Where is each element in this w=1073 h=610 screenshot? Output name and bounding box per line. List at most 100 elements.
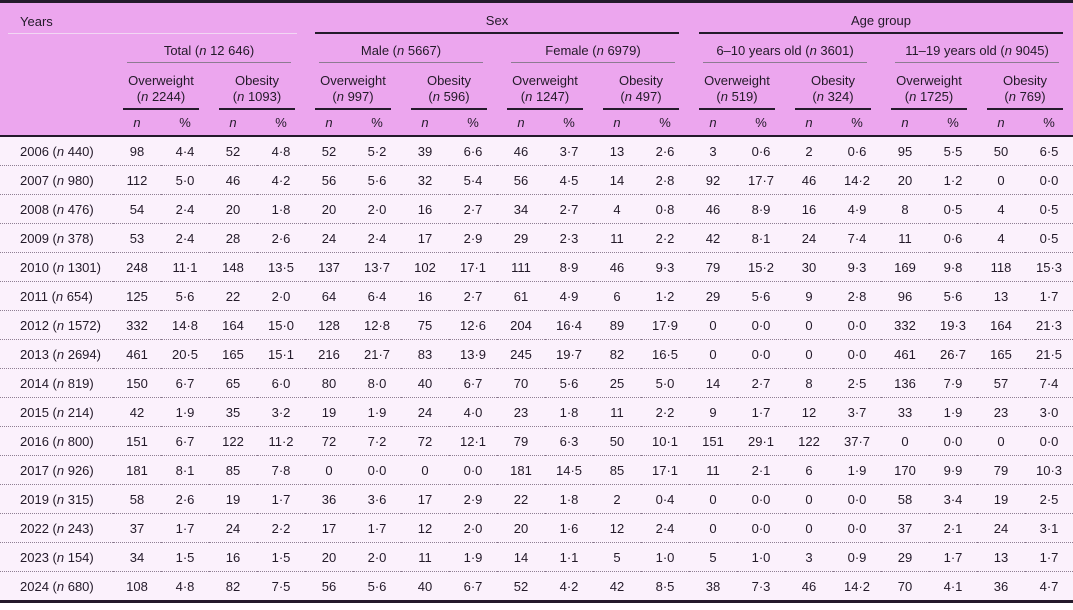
value-cell: 58 bbox=[113, 484, 161, 514]
year-cell: 2012 (n 1572) bbox=[0, 310, 113, 340]
value-cell: 10·3 bbox=[1025, 455, 1073, 485]
value-cell: 122 bbox=[785, 426, 833, 456]
value-cell: 170 bbox=[881, 455, 929, 485]
value-cell: 2·5 bbox=[833, 368, 881, 398]
header-obesity-2: Obesity (n 497) bbox=[593, 63, 689, 110]
value-cell: 461 bbox=[113, 339, 161, 369]
value-cell: 4 bbox=[593, 194, 641, 224]
value-cell: 40 bbox=[401, 571, 449, 602]
table-row: 2019 (n 315) 58 2·6 19 1·7 36 3·6 17 2·9 22 1·8 2 0·… bbox=[0, 484, 1073, 514]
value-cell: 2·6 bbox=[257, 223, 305, 253]
value-cell: 9·3 bbox=[641, 252, 689, 282]
value-cell: 16·5 bbox=[641, 339, 689, 369]
value-cell: 2·0 bbox=[353, 194, 401, 224]
value-cell: 6·7 bbox=[161, 368, 209, 398]
value-cell: 26·7 bbox=[929, 339, 977, 369]
value-cell: 7·9 bbox=[929, 368, 977, 398]
value-cell: 8·5 bbox=[641, 571, 689, 602]
value-cell: 1·8 bbox=[545, 484, 593, 514]
n-symbol: n bbox=[229, 114, 237, 130]
value-cell: 7·2 bbox=[353, 426, 401, 456]
value-cell: 17 bbox=[401, 223, 449, 253]
n-symbol: n bbox=[56, 346, 65, 362]
value-cell: 12 bbox=[785, 397, 833, 427]
header-rule bbox=[315, 32, 679, 34]
value-cell: 8·1 bbox=[737, 223, 785, 253]
col-header-percent: % bbox=[449, 110, 497, 137]
value-cell: 64 bbox=[305, 281, 353, 311]
value-cell: 50 bbox=[977, 136, 1025, 166]
value-cell: 2·2 bbox=[641, 223, 689, 253]
value-cell: 4·2 bbox=[545, 571, 593, 602]
value-cell: 164 bbox=[977, 310, 1025, 340]
value-cell: 70 bbox=[497, 368, 545, 398]
value-cell: 111 bbox=[497, 252, 545, 282]
value-cell: 6·3 bbox=[545, 426, 593, 456]
value-cell: 21·5 bbox=[1025, 339, 1073, 369]
value-cell: 13·5 bbox=[257, 252, 305, 282]
header-group-sex: Sex bbox=[305, 1, 689, 34]
value-cell: 2·3 bbox=[545, 223, 593, 253]
n-symbol: n bbox=[336, 88, 344, 104]
col-header-n: n bbox=[305, 110, 353, 137]
table-row: 2022 (n 243) 37 1·7 24 2·2 17 1·7 12 2·0 20 1·6 12 2… bbox=[0, 513, 1073, 543]
value-cell: 75 bbox=[401, 310, 449, 340]
category-label: Overweight bbox=[320, 73, 386, 89]
n-symbol: n bbox=[56, 259, 65, 275]
value-cell: 7·3 bbox=[737, 571, 785, 602]
value-cell: 46 bbox=[785, 571, 833, 602]
header-rule bbox=[315, 108, 391, 110]
value-cell: 4·1 bbox=[929, 571, 977, 602]
value-cell: 6·5 bbox=[1025, 136, 1073, 166]
value-cell: 20 bbox=[209, 194, 257, 224]
value-cell: 0·0 bbox=[737, 339, 785, 369]
value-cell: 24 bbox=[401, 397, 449, 427]
value-cell: 56 bbox=[305, 571, 353, 602]
value-cell: 2·7 bbox=[737, 368, 785, 398]
table-row: 2024 (n 680) 108 4·8 82 7·5 56 5·6 40 6·7 52 4·2 42… bbox=[0, 571, 1073, 602]
col-header-percent: % bbox=[1025, 110, 1073, 137]
value-cell: 58 bbox=[881, 484, 929, 514]
col-header-n: n bbox=[401, 110, 449, 137]
header-rule bbox=[507, 108, 583, 110]
value-cell: 2·0 bbox=[353, 542, 401, 572]
header-rule bbox=[987, 108, 1063, 110]
value-cell: 3·2 bbox=[257, 397, 305, 427]
category-n: (n 1093) bbox=[232, 88, 282, 104]
value-cell: 148 bbox=[209, 252, 257, 282]
value-cell: 14 bbox=[593, 165, 641, 195]
header-rule bbox=[699, 32, 1063, 34]
value-cell: 128 bbox=[305, 310, 353, 340]
value-cell: 164 bbox=[209, 310, 257, 340]
value-cell: 2 bbox=[593, 484, 641, 514]
value-cell: 3 bbox=[689, 136, 737, 166]
col-header-percent: % bbox=[737, 110, 785, 137]
value-cell: 0·6 bbox=[833, 136, 881, 166]
table-row: 2017 (n 926) 181 8·1 85 7·8 0 0·0 0 0·0 181 14·5 85… bbox=[0, 455, 1073, 485]
value-cell: 5 bbox=[689, 542, 737, 572]
header-spacer bbox=[0, 63, 113, 110]
value-cell: 40 bbox=[401, 368, 449, 398]
value-cell: 46 bbox=[497, 136, 545, 166]
value-cell: 20 bbox=[305, 194, 353, 224]
value-cell: 5·4 bbox=[449, 165, 497, 195]
value-cell: 13·7 bbox=[353, 252, 401, 282]
value-cell: 2·6 bbox=[161, 484, 209, 514]
value-cell: 2·4 bbox=[161, 194, 209, 224]
value-cell: 5·5 bbox=[929, 136, 977, 166]
n-symbol: n bbox=[525, 88, 533, 104]
value-cell: 0·4 bbox=[641, 484, 689, 514]
value-cell: 72 bbox=[401, 426, 449, 456]
value-cell: 2·8 bbox=[833, 281, 881, 311]
value-cell: 245 bbox=[497, 339, 545, 369]
value-cell: 2·4 bbox=[641, 513, 689, 543]
value-cell: 6 bbox=[593, 281, 641, 311]
value-cell: 3·4 bbox=[929, 484, 977, 514]
category-n: (n 1247) bbox=[520, 88, 570, 104]
n-symbol: n bbox=[56, 578, 65, 594]
category-n: (n 2244) bbox=[136, 88, 186, 104]
value-cell: 332 bbox=[113, 310, 161, 340]
value-cell: 14·8 bbox=[161, 310, 209, 340]
header-rule bbox=[511, 62, 675, 63]
category-n: (n 519) bbox=[716, 88, 758, 104]
